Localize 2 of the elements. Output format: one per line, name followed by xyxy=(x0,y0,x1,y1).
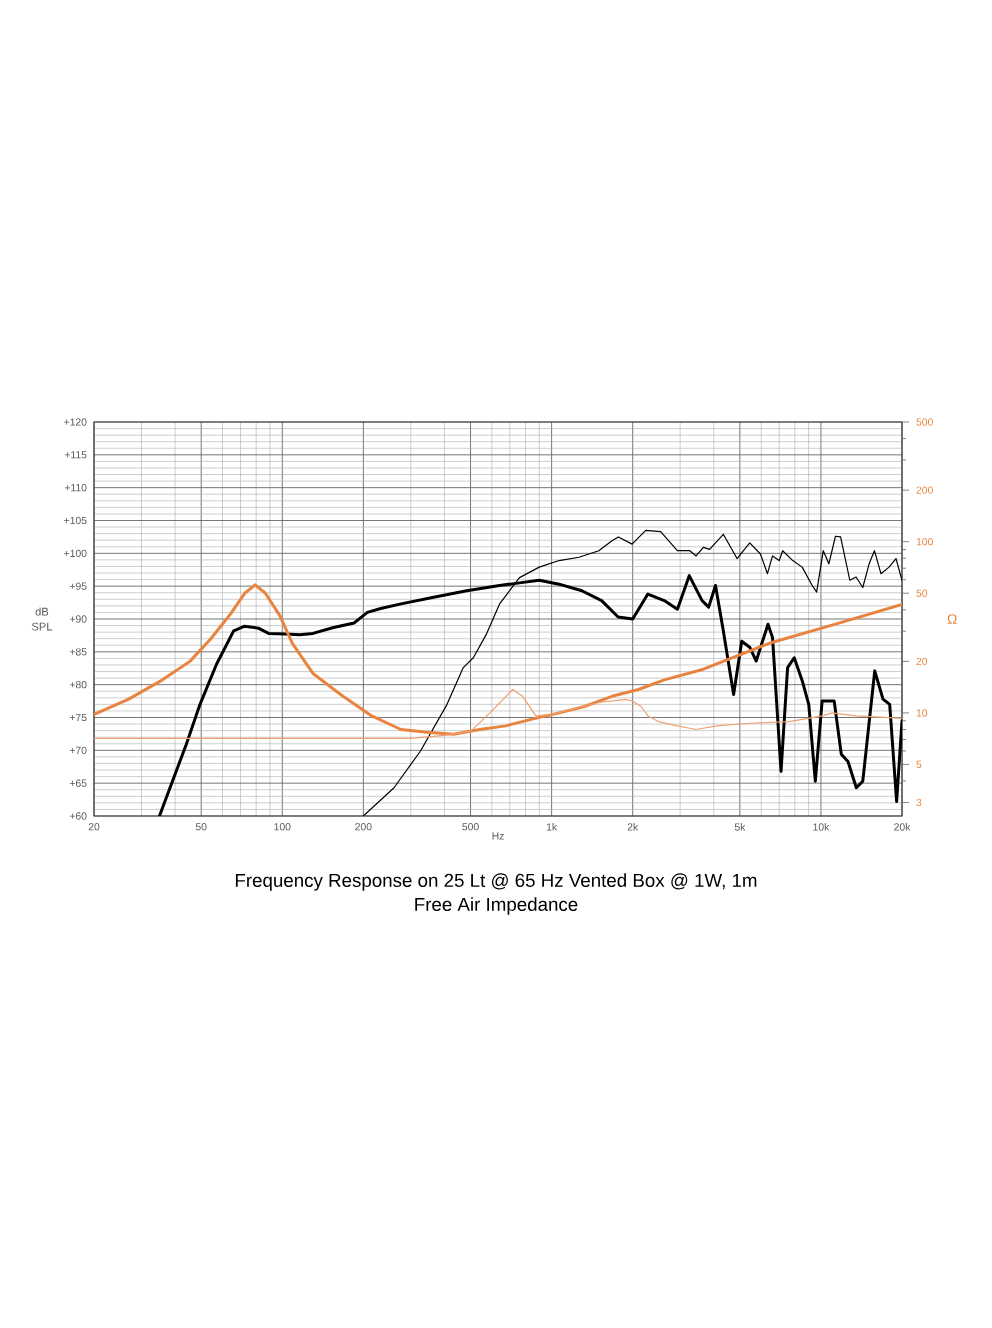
text: Frequency Response on 25 Lt @ 65 Hz Vented Box @ 1W, 1m xyxy=(235,873,757,891)
text: Free Air Impedance xyxy=(415,897,578,915)
